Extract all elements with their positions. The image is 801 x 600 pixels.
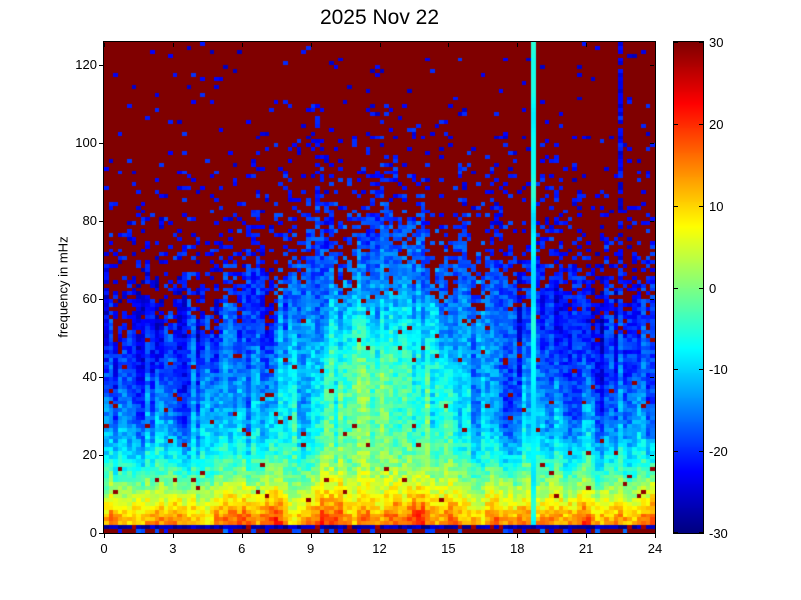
x-tick-mark	[655, 534, 656, 538]
x-tick-mark-top	[655, 43, 656, 47]
x-tick-label: 21	[578, 541, 594, 556]
y-tick-mark	[99, 455, 103, 456]
colorbar-tick-mark-right	[699, 206, 703, 207]
x-tick-mark-top	[311, 43, 312, 47]
colorbar-tick-mark-left	[674, 288, 678, 289]
colorbar-tick-mark-left	[674, 124, 678, 125]
y-tick-mark-right	[650, 455, 654, 456]
plot-title: 2025 Nov 22	[319, 6, 440, 29]
y-tick-mark	[99, 221, 103, 222]
x-tick-mark	[104, 534, 105, 538]
x-tick-mark-top	[586, 43, 587, 47]
y-tick-mark	[99, 533, 103, 534]
y-tick-mark-right	[650, 65, 654, 66]
y-axis-label: frequency in mHz	[55, 236, 71, 338]
colorbar-tick-label: -30	[709, 526, 728, 541]
x-tick-label: 9	[307, 541, 315, 556]
y-tick-mark-right	[650, 533, 654, 534]
x-tick-label: 0	[100, 541, 108, 556]
x-tick-mark	[517, 534, 518, 538]
colorbar-tick-mark-right	[699, 532, 703, 533]
y-tick-label: 40	[82, 369, 97, 385]
colorbar-tick-mark-right	[699, 369, 703, 370]
colorbar-tick-label: 0	[709, 280, 717, 296]
x-tick-mark-top	[173, 43, 174, 47]
colorbar-tick-label: 10	[709, 198, 724, 214]
y-tick-mark-right	[650, 143, 654, 144]
colorbar-tick-label: -20	[709, 444, 728, 460]
colorbar-tick-label: 20	[709, 116, 724, 132]
colorbar-canvas	[674, 42, 703, 533]
y-tick-label: 120	[75, 57, 97, 73]
y-tick-mark-right	[650, 377, 654, 378]
colorbar-tick-mark-right	[699, 288, 703, 289]
colorbar-tick-mark-left	[674, 206, 678, 207]
x-tick-mark	[173, 534, 174, 538]
x-tick-label: 15	[441, 541, 456, 556]
colorbar-tick-mark-right	[699, 124, 703, 125]
colorbar-tick-mark-right	[699, 451, 703, 452]
x-tick-mark-top	[448, 43, 449, 47]
x-tick-mark	[448, 534, 449, 538]
x-tick-mark	[242, 534, 243, 538]
x-tick-mark-top	[242, 43, 243, 47]
x-tick-mark-top	[104, 43, 105, 47]
colorbar-tick-mark-left	[674, 532, 678, 533]
x-tick-mark	[311, 534, 312, 538]
y-tick-label: 20	[82, 447, 97, 463]
colorbar-tick-mark-right	[699, 42, 703, 43]
y-tick-mark	[99, 299, 103, 300]
y-tick-label: 80	[82, 213, 97, 229]
y-tick-mark-right	[650, 299, 654, 300]
x-tick-mark-top	[380, 43, 381, 47]
colorbar-tick-mark-left	[674, 42, 678, 43]
x-tick-mark	[380, 534, 381, 538]
colorbar-tick-label: -10	[709, 362, 728, 378]
y-tick-label: 60	[82, 291, 97, 307]
x-tick-label: 18	[510, 541, 525, 556]
y-tick-mark	[99, 65, 103, 66]
y-tick-mark-right	[650, 221, 654, 222]
colorbar-tick-label: 30	[709, 35, 724, 50]
y-tick-label: 100	[75, 135, 97, 151]
x-tick-label: 24	[647, 541, 663, 556]
x-tick-label: 3	[169, 541, 177, 556]
x-tick-mark	[586, 534, 587, 538]
colorbar-frame	[673, 41, 704, 534]
x-tick-mark-top	[517, 43, 518, 47]
y-tick-mark	[99, 377, 103, 378]
y-tick-label: 0	[89, 525, 97, 540]
spectrogram-plot-frame	[103, 41, 656, 534]
colorbar-tick-mark-left	[674, 451, 678, 452]
x-tick-label: 12	[372, 541, 387, 556]
x-tick-label: 6	[238, 541, 246, 556]
spectrogram-canvas	[104, 42, 655, 533]
y-tick-mark	[99, 143, 103, 144]
colorbar-tick-mark-left	[674, 369, 678, 370]
